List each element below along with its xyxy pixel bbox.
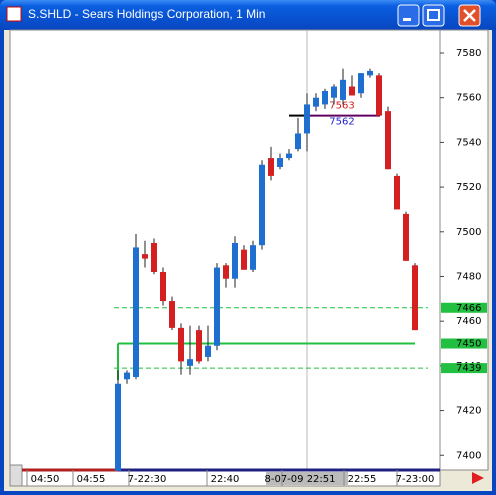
candle-body	[268, 158, 274, 176]
app-icon	[6, 6, 22, 22]
price-line-label: 7439	[456, 363, 481, 374]
price-axis	[439, 29, 489, 471]
candle-body	[367, 70, 373, 76]
scroll-right-arrow[interactable]	[472, 472, 484, 484]
candle-body	[376, 75, 382, 116]
candle-body	[232, 242, 238, 279]
order-label: 7563	[329, 101, 354, 112]
candle-body	[358, 73, 364, 94]
candle-body	[241, 249, 247, 270]
title-bar	[0, 0, 496, 30]
price-line-label: 7466	[456, 303, 481, 314]
candle-body	[133, 247, 139, 378]
y-tick-label: 7460	[456, 316, 481, 327]
y-tick-label: 7580	[456, 48, 481, 59]
candle-body	[196, 330, 202, 362]
y-tick-label: 7500	[456, 227, 481, 238]
candle-body	[385, 111, 391, 170]
candle-body	[295, 133, 301, 150]
candle-body	[214, 267, 220, 346]
y-tick-label: 7480	[456, 271, 481, 282]
maximize-button[interactable]	[422, 4, 445, 27]
candle-body	[403, 213, 409, 261]
x-tick-label: 7-22:30	[128, 474, 167, 485]
candle-body	[322, 91, 328, 105]
y-tick-label: 7520	[456, 182, 481, 193]
x-tick-label: 22:40	[211, 474, 240, 485]
price-line-label-box	[441, 363, 487, 374]
x-tick-label: 7-23:00	[396, 474, 435, 485]
y-tick-label: 7560	[456, 93, 481, 104]
y-tick-label: 7400	[456, 450, 481, 461]
candle-body	[151, 242, 157, 273]
price-line-label: 7450	[456, 339, 481, 350]
candle-body	[187, 359, 193, 366]
candle-body	[394, 175, 400, 210]
candle-body	[250, 245, 256, 270]
candle-body	[115, 383, 121, 471]
price-line-label-box	[441, 338, 487, 349]
candle-body	[277, 158, 283, 167]
x-tick-label: 04:55	[77, 474, 106, 485]
y-tick-label: 7420	[456, 406, 481, 417]
candle-body	[412, 265, 418, 331]
close-button[interactable]	[458, 4, 481, 27]
candle-body	[340, 79, 346, 100]
candle-body	[160, 272, 166, 302]
price-line-label-box	[441, 302, 487, 313]
order-label: 7562	[329, 117, 354, 128]
candle-body	[304, 104, 310, 134]
x-tick-label: 04:50	[31, 474, 60, 485]
x-tick-label: 22:55	[348, 474, 377, 485]
candle-body	[331, 86, 337, 98]
x-tick-label: 8-07-09 22:51	[264, 474, 335, 485]
candle-body	[349, 86, 355, 96]
plot-area	[9, 29, 441, 471]
candle-body	[178, 327, 184, 362]
candle-body	[169, 301, 175, 328]
y-tick-label: 7540	[456, 137, 481, 148]
candle-body	[259, 164, 265, 246]
candle-body	[205, 345, 211, 357]
candle-body	[142, 254, 148, 259]
scroll-box[interactable]	[9, 464, 23, 487]
candle-body	[313, 97, 319, 107]
time-cursor-box	[266, 472, 348, 485]
minimize-button[interactable]	[397, 4, 420, 27]
candle-body	[223, 265, 229, 279]
window-title: S.SHLD - Sears Holdings Corporation, 1 M…	[28, 7, 265, 21]
candle-body	[286, 153, 292, 159]
candle-body	[124, 372, 130, 380]
